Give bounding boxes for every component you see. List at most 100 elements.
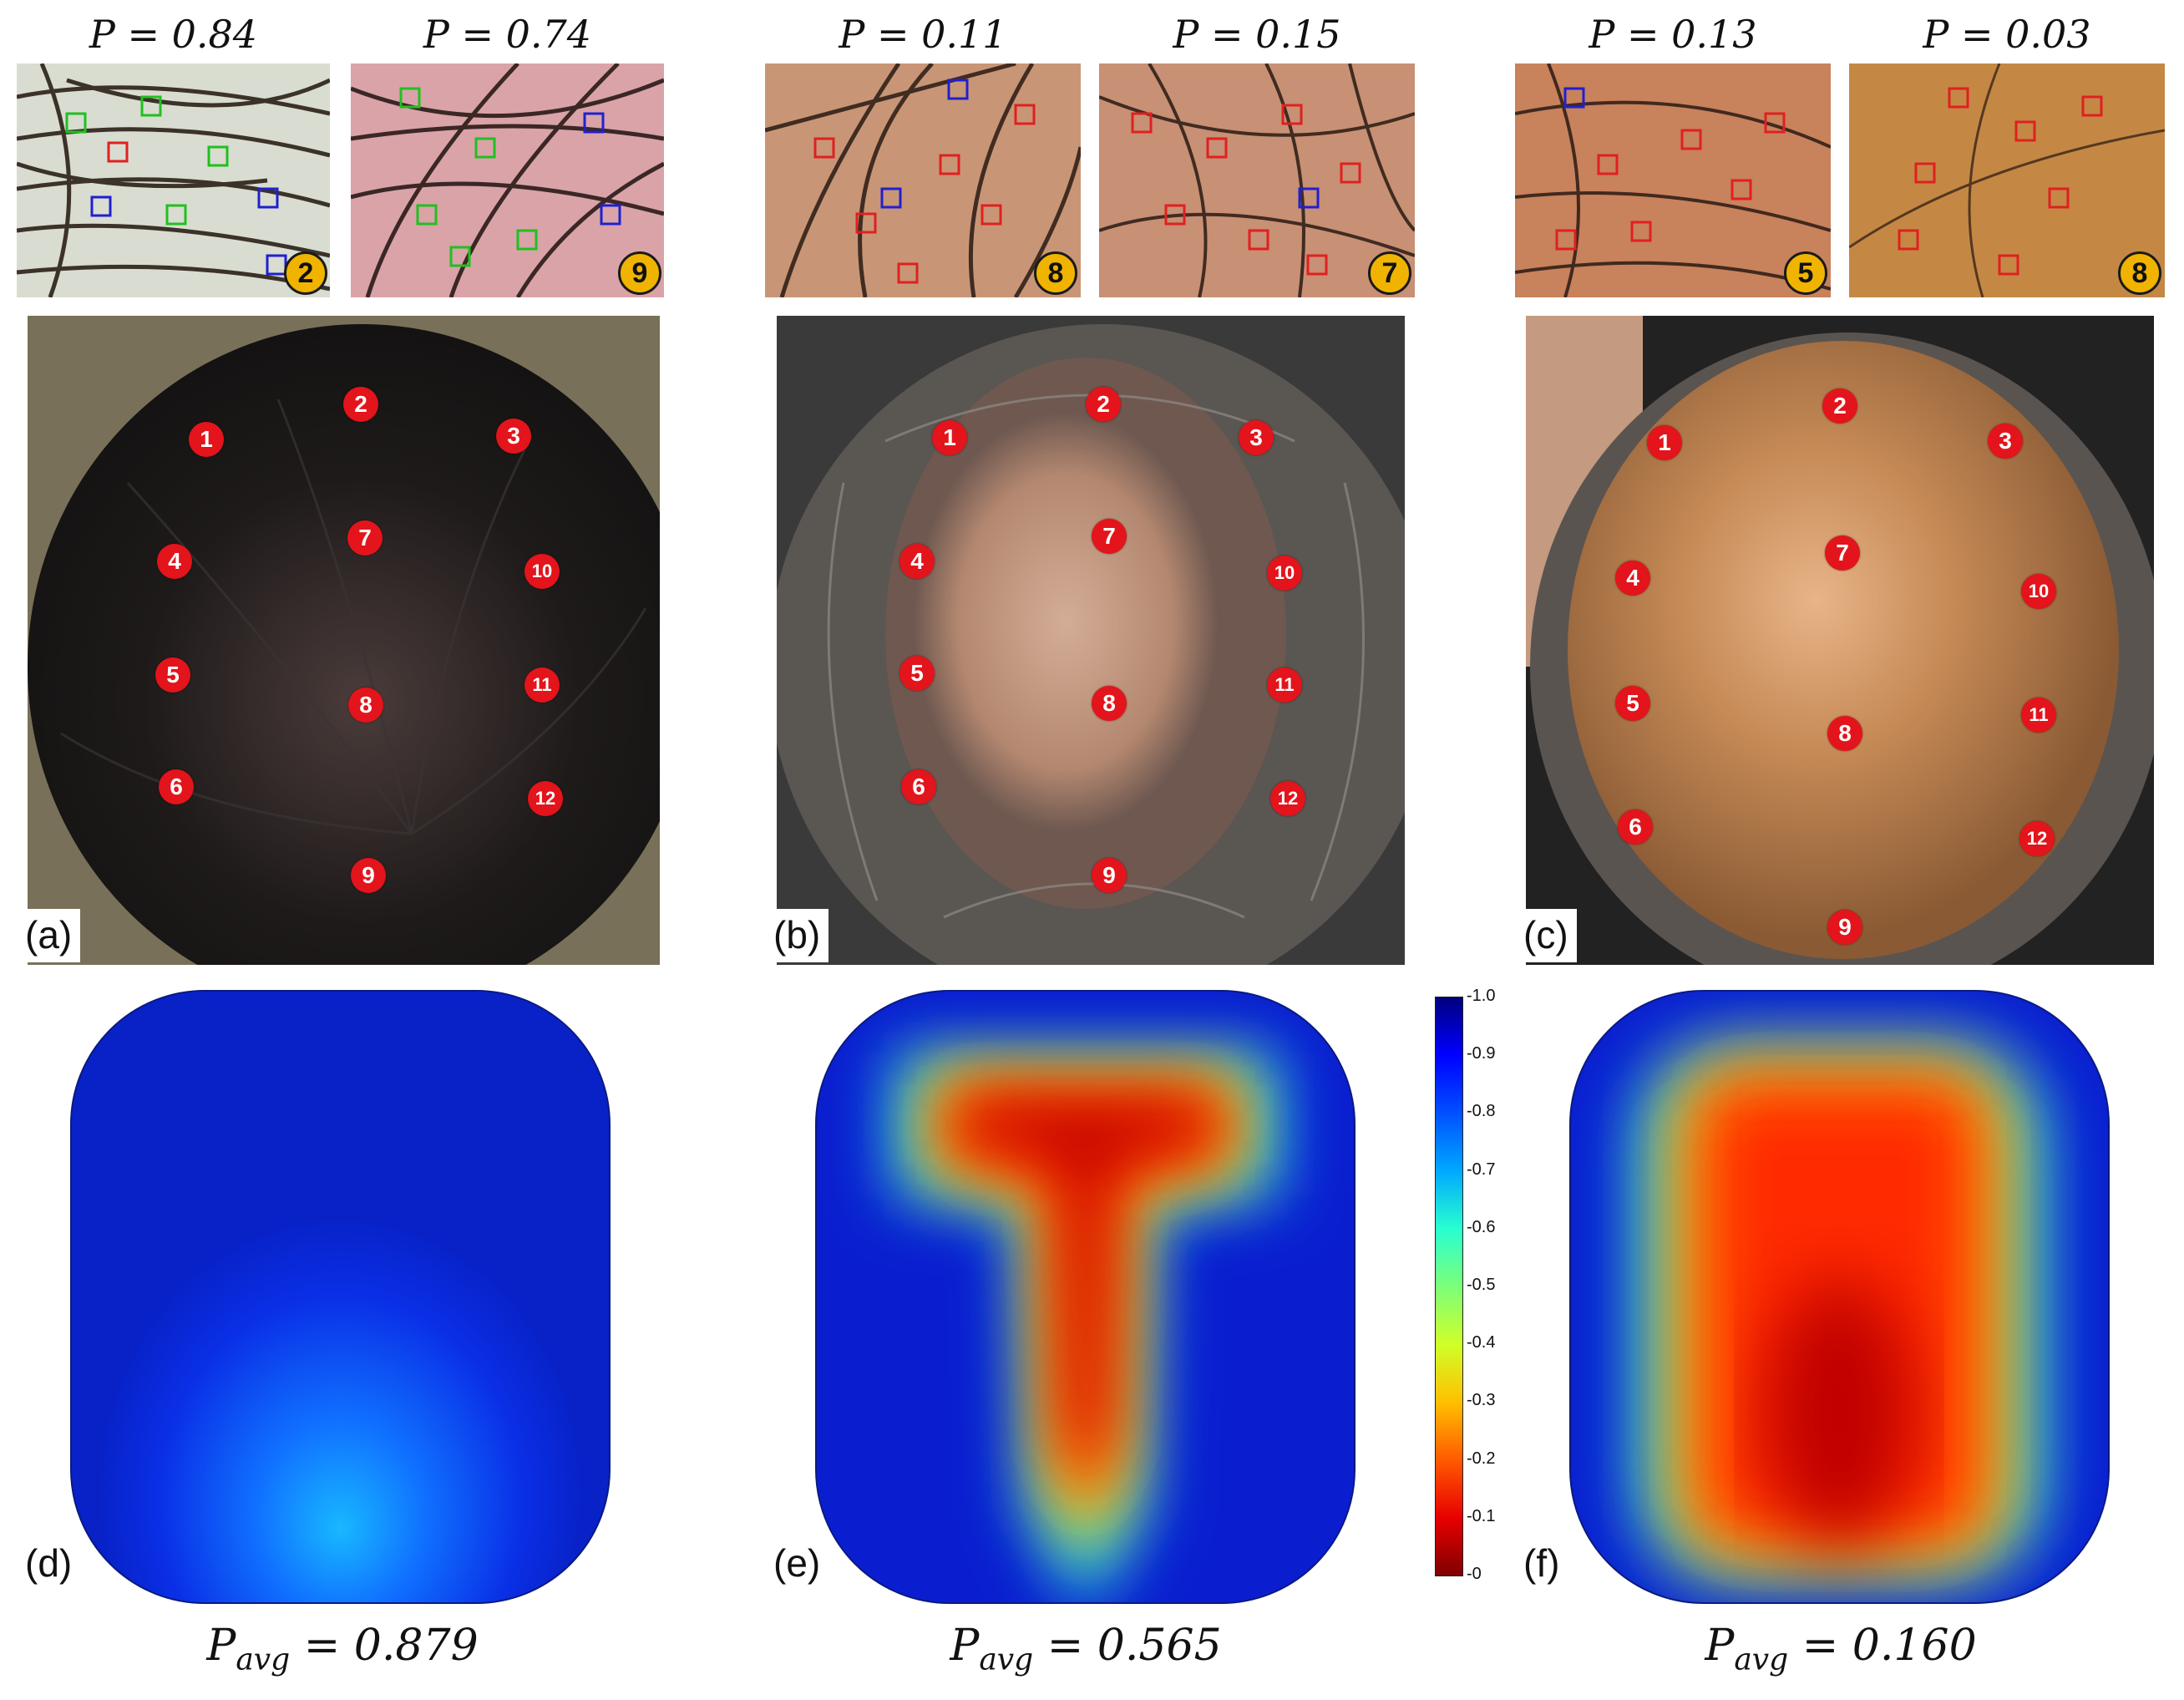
heatmap-d [70, 990, 611, 1604]
panel-label-f: (f) [1523, 1541, 1560, 1585]
scalp-photo-dense-hair-icon [28, 316, 660, 965]
micro-image-c1: 5 [1515, 63, 1831, 297]
colorbar [1435, 997, 1463, 1576]
avg-value-d: Pavg = 0.879 [167, 1621, 518, 1677]
scalp-point-3: 3 [1239, 420, 1274, 455]
scalp-photo-a: 1 2 3 4 5 6 7 8 9 10 11 12 [28, 316, 660, 965]
hair-strands-graphic [765, 63, 1081, 297]
colorbar-tick-label: -0.1 [1467, 1506, 1496, 1525]
badge-point-7: 7 [1368, 251, 1411, 295]
colorbar-tick-label: -1.0 [1467, 987, 1496, 1005]
scalp-point-9: 9 [1827, 910, 1862, 945]
scalp-point-6: 6 [1618, 809, 1653, 845]
avg-symbol: P [950, 1621, 980, 1671]
colorbar-tick-label: -0 [1467, 1565, 1482, 1583]
avg-value-e: Pavg = 0.565 [910, 1621, 1261, 1677]
panel-label-a: (a) [17, 909, 81, 962]
scalp-point-2: 2 [1086, 387, 1121, 422]
colorbar-tick-label: -0.3 [1467, 1391, 1496, 1410]
scalp-point-8: 8 [1092, 686, 1127, 721]
micro-c1-p-label: P = 0.13 [1589, 12, 1757, 57]
scalp-point-7: 7 [1092, 519, 1127, 554]
avg-subscript: avg [979, 1642, 1034, 1677]
micro-image-b1: 8 [765, 63, 1081, 297]
hair-strands-graphic [17, 63, 330, 297]
panel-label-e: (e) [773, 1541, 821, 1585]
scalp-point-1: 1 [932, 420, 967, 455]
badge-point-2: 2 [284, 251, 327, 295]
scalp-point-11: 11 [2021, 698, 2056, 733]
scalp-photo-c: 1 2 3 4 5 6 7 8 9 10 11 12 [1526, 316, 2154, 965]
scalp-point-12: 12 [528, 781, 563, 816]
panel-label-d: (d) [25, 1541, 73, 1585]
scalp-point-2: 2 [1822, 388, 1857, 424]
scalp-point-5: 5 [155, 657, 190, 693]
avg-symbol: P [206, 1621, 236, 1671]
micro-image-b2: 7 [1099, 63, 1415, 297]
colorbar-tick-label: -0.7 [1467, 1160, 1496, 1179]
scalp-point-9: 9 [1092, 858, 1127, 893]
colorbar-tick-label: -0.2 [1467, 1449, 1496, 1468]
micro-image-c2: 8 [1849, 63, 2165, 297]
avg-value-f: Pavg = 0.160 [1665, 1621, 2016, 1677]
scalp-photo-b: 1 2 3 4 5 6 7 8 9 10 11 12 [777, 316, 1405, 965]
scalp-point-12: 12 [1270, 781, 1305, 816]
scalp-point-3: 3 [496, 419, 531, 454]
scalp-point-7: 7 [1825, 535, 1860, 571]
micro-a1-p-label: P = 0.84 [89, 12, 258, 57]
scalp-photo-bald-icon [1526, 316, 2154, 965]
scalp-point-8: 8 [348, 688, 383, 723]
scalp-point-4: 4 [899, 544, 935, 579]
heatmap-e [816, 991, 1355, 1603]
scalp-point-10: 10 [524, 554, 560, 589]
colorbar-tick-label: -0.9 [1467, 1044, 1496, 1063]
scalp-point-9: 9 [351, 858, 386, 893]
avg-number: = 0.160 [1801, 1621, 1977, 1671]
hair-strands-graphic [1849, 63, 2165, 297]
badge-point-8: 8 [2118, 251, 2161, 295]
micro-b1-p-label: P = 0.11 [839, 12, 1007, 57]
panel-label-c: (c) [1515, 909, 1577, 962]
scalp-point-11: 11 [524, 667, 560, 703]
micro-b2-p-label: P = 0.15 [1173, 12, 1341, 57]
hair-strands-graphic [1515, 63, 1831, 297]
colorbar-tick-label: -0.4 [1467, 1333, 1496, 1352]
avg-number: = 0.879 [303, 1621, 479, 1671]
scalp-point-2: 2 [343, 387, 378, 422]
scalp-point-1: 1 [1647, 425, 1682, 460]
scalp-point-12: 12 [2019, 821, 2055, 856]
scalp-point-3: 3 [1988, 424, 2023, 459]
micro-image-a2: 9 [351, 63, 664, 297]
scalp-point-1: 1 [189, 422, 224, 457]
scalp-point-5: 5 [1615, 686, 1650, 721]
scalp-point-4: 4 [1615, 561, 1650, 596]
scalp-point-6: 6 [901, 769, 936, 804]
avg-symbol: P [1705, 1621, 1735, 1671]
scalp-point-10: 10 [1267, 556, 1302, 591]
badge-point-9: 9 [618, 251, 661, 295]
avg-subscript: avg [236, 1642, 291, 1677]
avg-number: = 0.565 [1046, 1621, 1222, 1671]
scalp-point-4: 4 [157, 544, 192, 579]
scalp-photo-partial-bald-icon [777, 316, 1405, 965]
hair-strands-graphic [1099, 63, 1415, 297]
panel-label-b: (b) [765, 909, 829, 962]
badge-point-5: 5 [1784, 251, 1827, 295]
scalp-point-6: 6 [159, 769, 194, 804]
badge-point-8: 8 [1034, 251, 1077, 295]
avg-subscript: avg [1734, 1642, 1789, 1677]
micro-image-a1: 2 [17, 63, 330, 297]
scalp-point-7: 7 [347, 520, 383, 556]
scalp-point-11: 11 [1267, 667, 1302, 703]
scalp-point-8: 8 [1827, 716, 1862, 751]
hair-strands-graphic [351, 63, 664, 297]
heatmap-f [1570, 991, 2109, 1603]
colorbar-tick-label: -0.6 [1467, 1217, 1496, 1236]
colorbar-tick-label: -0.5 [1467, 1276, 1496, 1294]
micro-c2-p-label: P = 0.03 [1923, 12, 2091, 57]
scalp-point-5: 5 [899, 656, 935, 691]
scalp-point-10: 10 [2021, 574, 2056, 609]
micro-a2-p-label: P = 0.74 [423, 12, 592, 57]
colorbar-tick-label: -0.8 [1467, 1102, 1496, 1121]
heatmaps-graphic [70, 990, 2110, 1604]
